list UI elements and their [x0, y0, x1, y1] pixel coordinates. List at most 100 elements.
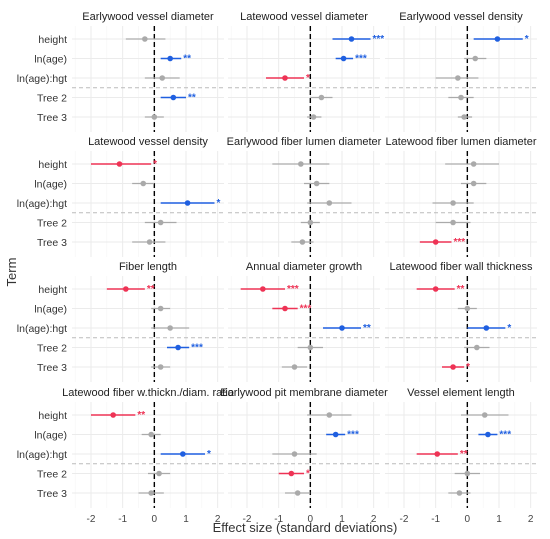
x-tick-label: 2 — [371, 514, 377, 525]
estimate-point-height — [326, 412, 333, 418]
y-axis-title: Term — [4, 258, 19, 287]
estimate-point-tree-2 — [157, 219, 164, 226]
estimate-point-tree-3 — [461, 114, 467, 120]
estimate-point-tree-2 — [318, 94, 325, 101]
estimate-point-tree-2 — [450, 219, 456, 226]
significance-label-height: * — [153, 159, 157, 170]
panel-title: Earlywood vessel diameter — [82, 11, 214, 23]
estimate-point-tree-2 — [307, 219, 314, 226]
estimate-point-tree-2 — [474, 344, 480, 351]
estimate-point-tree-2 — [307, 344, 314, 351]
significance-label-ln-age-hgt: ** — [460, 449, 468, 460]
y-tick-label: Tree 2 — [37, 469, 67, 481]
y-tick-label: ln(age):hgt — [17, 198, 67, 210]
panel-fiber-length: Fiber length height ln(age) ln(age):hgt Tree… — [17, 261, 224, 382]
x-tick-label: -2 — [87, 514, 96, 525]
y-tick-label: height — [38, 284, 67, 296]
panel-earlywood-vessel-density: Earlywood vessel density* — [385, 11, 537, 132]
x-tick-label: -2 — [243, 514, 252, 525]
panel-latewood-fiber-wall-thickness: Latewood fiber wall thickness**** — [385, 261, 537, 382]
estimate-point-ln-age — [140, 180, 147, 187]
estimate-point-ln-age-hgt — [184, 200, 191, 206]
estimate-point-ln-age — [340, 55, 347, 62]
estimate-point-ln-age — [472, 55, 479, 62]
significance-label-height: *** — [287, 284, 299, 295]
panel-earlywood-pit-membrane-diameter: Earlywood pit membrane diameter-2 -1 0 1 2**… — [220, 387, 388, 525]
estimate-point-tree-3 — [299, 239, 306, 245]
estimate-point-height — [481, 412, 488, 418]
estimate-point-tree-2 — [175, 344, 181, 351]
significance-label-tree-2: ** — [188, 93, 196, 104]
panel-background — [72, 402, 224, 508]
y-tick-label: Tree 2 — [37, 218, 67, 230]
significance-label-ln-age: ** — [183, 54, 191, 65]
panel-background — [385, 276, 537, 382]
panel-background — [228, 402, 380, 508]
estimate-point-ln-age-hgt — [455, 75, 461, 81]
panel-latewood-vessel-density: Latewood vessel density height ln(age) ln(a… — [17, 136, 224, 257]
y-tick-label: height — [38, 410, 67, 422]
panels-group: Earlywood vessel diameter height ln(age) ln… — [17, 11, 537, 525]
estimate-point-ln-age — [464, 305, 471, 312]
panel-title: Latewood vessel diameter — [240, 11, 368, 23]
estimate-point-ln-age — [282, 305, 288, 312]
estimate-point-tree-3 — [456, 490, 463, 496]
significance-label-height: ** — [147, 284, 155, 295]
panel-earlywood-fiber-lumen-diameter: Earlywood fiber lumen diameter — [227, 136, 382, 257]
significance-label-height: *** — [373, 34, 385, 45]
panel-background — [385, 26, 537, 132]
estimate-point-tree-2 — [156, 470, 162, 477]
y-tick-label: ln(age):hgt — [17, 323, 67, 335]
panel-vessel-element-length: Vessel element length-2 -1 0 1 2***** — [385, 387, 537, 525]
estimate-point-tree-3 — [432, 239, 439, 245]
y-tick-label: height — [38, 159, 67, 171]
panel-latewood-fiber-lumen-diameter: Latewood fiber lumen diameter *** — [385, 136, 537, 257]
significance-label-ln-age: *** — [300, 304, 312, 315]
panel-background — [228, 26, 380, 132]
panel-background — [72, 276, 224, 382]
estimate-point-ln-age-hgt — [483, 325, 490, 331]
y-tick-label: Tree 3 — [37, 362, 67, 374]
estimate-point-ln-age — [157, 305, 164, 312]
significance-label-ln-age: *** — [347, 430, 359, 441]
estimate-point-tree-3 — [148, 490, 154, 496]
panel-earlywood-vessel-diameter: Earlywood vessel diameter height ln(age) ln… — [17, 11, 224, 132]
estimate-point-tree-3 — [151, 114, 158, 120]
x-axis-title: Effect size (standard deviations) — [213, 520, 398, 535]
panel-annual-diameter-growth: Annual diameter growth******** — [228, 261, 380, 382]
panel-background — [385, 402, 537, 508]
significance-label-ln-age: *** — [499, 430, 511, 441]
estimate-point-ln-age — [148, 431, 154, 438]
y-tick-label: ln(age) — [34, 430, 67, 442]
estimate-point-tree-3 — [294, 490, 301, 496]
panel-title: Latewood fiber wall thickness — [389, 261, 533, 273]
panel-title: Vessel element length — [407, 387, 515, 399]
y-tick-label: ln(age):hgt — [17, 73, 67, 85]
estimate-point-height — [123, 286, 129, 292]
estimate-point-height — [348, 36, 355, 42]
estimate-point-ln-age-hgt — [282, 75, 288, 81]
significance-label-height: * — [525, 34, 529, 45]
panel-background — [228, 151, 380, 257]
estimate-point-ln-age-hgt — [450, 200, 456, 206]
estimate-point-tree-3 — [291, 364, 298, 370]
panel-latewood-fiber-w-thickn-diam-ratio: Latewood fiber w.thickn./diam. ratio heig… — [17, 387, 234, 525]
y-tick-label: Tree 3 — [37, 112, 67, 124]
estimate-point-ln-age — [332, 431, 339, 438]
estimate-point-ln-age-hgt — [326, 200, 333, 206]
estimate-point-tree-3 — [146, 239, 153, 245]
significance-label-tree-2: *** — [191, 343, 203, 354]
estimate-point-ln-age — [167, 55, 173, 62]
estimate-point-height — [298, 161, 304, 167]
estimate-point-ln-age — [313, 180, 320, 187]
panel-latewood-vessel-diameter: Latewood vessel diameter******* — [228, 11, 384, 132]
x-tick-label: -2 — [400, 514, 409, 525]
estimate-point-height — [142, 36, 148, 42]
estimate-point-height — [110, 412, 116, 418]
x-tick-label: 1 — [339, 514, 345, 525]
estimate-point-ln-age-hgt — [434, 451, 441, 457]
estimate-point-tree-3 — [450, 364, 456, 370]
y-tick-label: Tree 3 — [37, 488, 67, 500]
estimate-point-height — [116, 161, 123, 167]
